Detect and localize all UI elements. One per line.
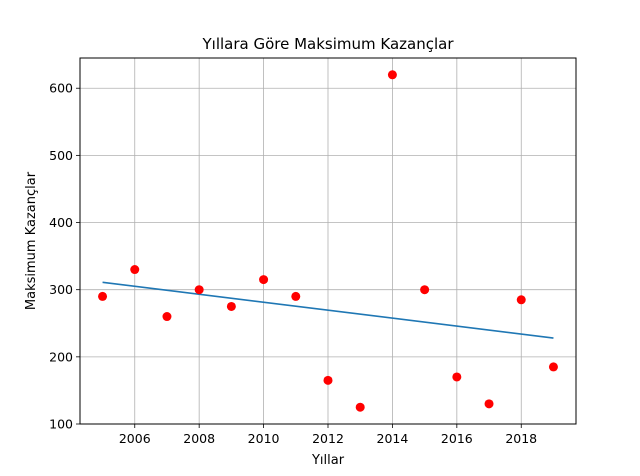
x-tick-label: 2012 — [312, 431, 344, 446]
chart-title: Yıllara Göre Maksimum Kazançlar — [201, 35, 454, 53]
y-tick-label: 500 — [49, 148, 73, 163]
x-tick-label: 2008 — [183, 431, 215, 446]
axis-ticks: 2006 2008 2010 2012 2014 2016 2018 100 200 300 400… — [49, 81, 537, 446]
x-tick-label: 2018 — [505, 431, 537, 446]
data-point — [291, 291, 301, 301]
data-point — [194, 285, 204, 295]
data-point — [226, 301, 236, 311]
grid-lines — [80, 58, 576, 425]
y-tick-label: 600 — [49, 81, 73, 96]
x-tick-label: 2006 — [119, 431, 151, 446]
y-tick-label: 400 — [49, 215, 73, 230]
data-point — [162, 312, 172, 322]
x-tick-label: 2016 — [441, 431, 473, 446]
data-point — [420, 285, 430, 295]
data-point — [484, 399, 494, 409]
y-axis-label: Maksimum Kazançlar — [24, 171, 39, 310]
y-tick-label: 100 — [49, 417, 73, 432]
y-tick-label: 300 — [49, 282, 73, 297]
trend-line-layer — [102, 281, 554, 339]
y-tick-label: 200 — [49, 349, 73, 364]
data-point — [355, 402, 365, 412]
scatter-points — [98, 70, 558, 412]
data-point — [130, 265, 140, 275]
data-point — [387, 70, 397, 80]
data-point — [452, 372, 462, 382]
data-point — [259, 275, 269, 285]
x-axis-label: Yıllar — [311, 453, 345, 468]
data-point — [98, 291, 108, 301]
x-tick-label: 2010 — [248, 431, 280, 446]
trend-line — [102, 281, 554, 339]
data-point — [516, 295, 526, 305]
data-point — [323, 375, 333, 385]
data-point — [548, 362, 558, 372]
x-tick-label: 2014 — [377, 431, 409, 446]
